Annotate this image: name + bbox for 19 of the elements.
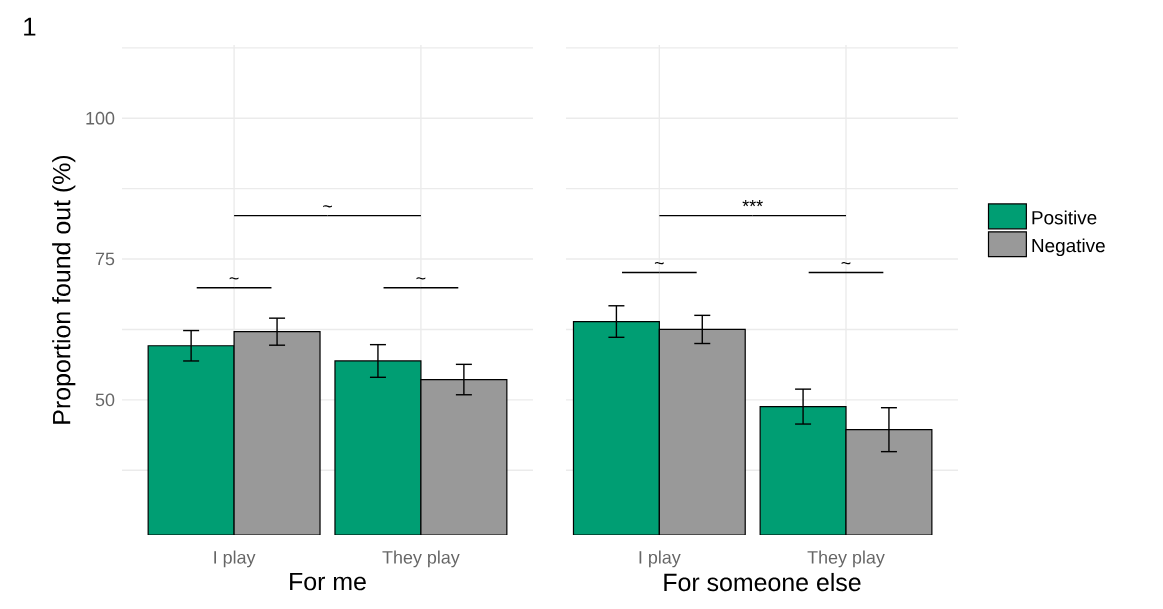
annotation: ~ bbox=[841, 262, 851, 265]
y-tick-label: 100 bbox=[86, 111, 115, 125]
y-tick-label: 75 bbox=[95, 252, 115, 266]
annotation: ~ bbox=[229, 277, 239, 280]
annotation: ~ bbox=[323, 205, 332, 208]
annotation: *** bbox=[742, 199, 763, 207]
y-axis-title: Proportion found out (%) bbox=[52, 155, 76, 424]
text: 1 bbox=[24, 17, 36, 36]
x-axis-title: For me bbox=[290, 572, 366, 591]
y-tick-label: 50 bbox=[95, 393, 115, 407]
x-tick-label: I play bbox=[214, 550, 256, 568]
annotation: ~ bbox=[654, 262, 664, 265]
legend-label: Negative bbox=[1032, 238, 1105, 257]
x-tick-label: They play bbox=[382, 550, 460, 568]
x-axis-title: For someone else bbox=[664, 572, 861, 592]
x-tick-label: They play bbox=[807, 550, 885, 568]
x-tick-label: I play bbox=[639, 550, 681, 568]
legend-label: Positive bbox=[1032, 210, 1097, 225]
annotation: ~ bbox=[416, 277, 426, 280]
